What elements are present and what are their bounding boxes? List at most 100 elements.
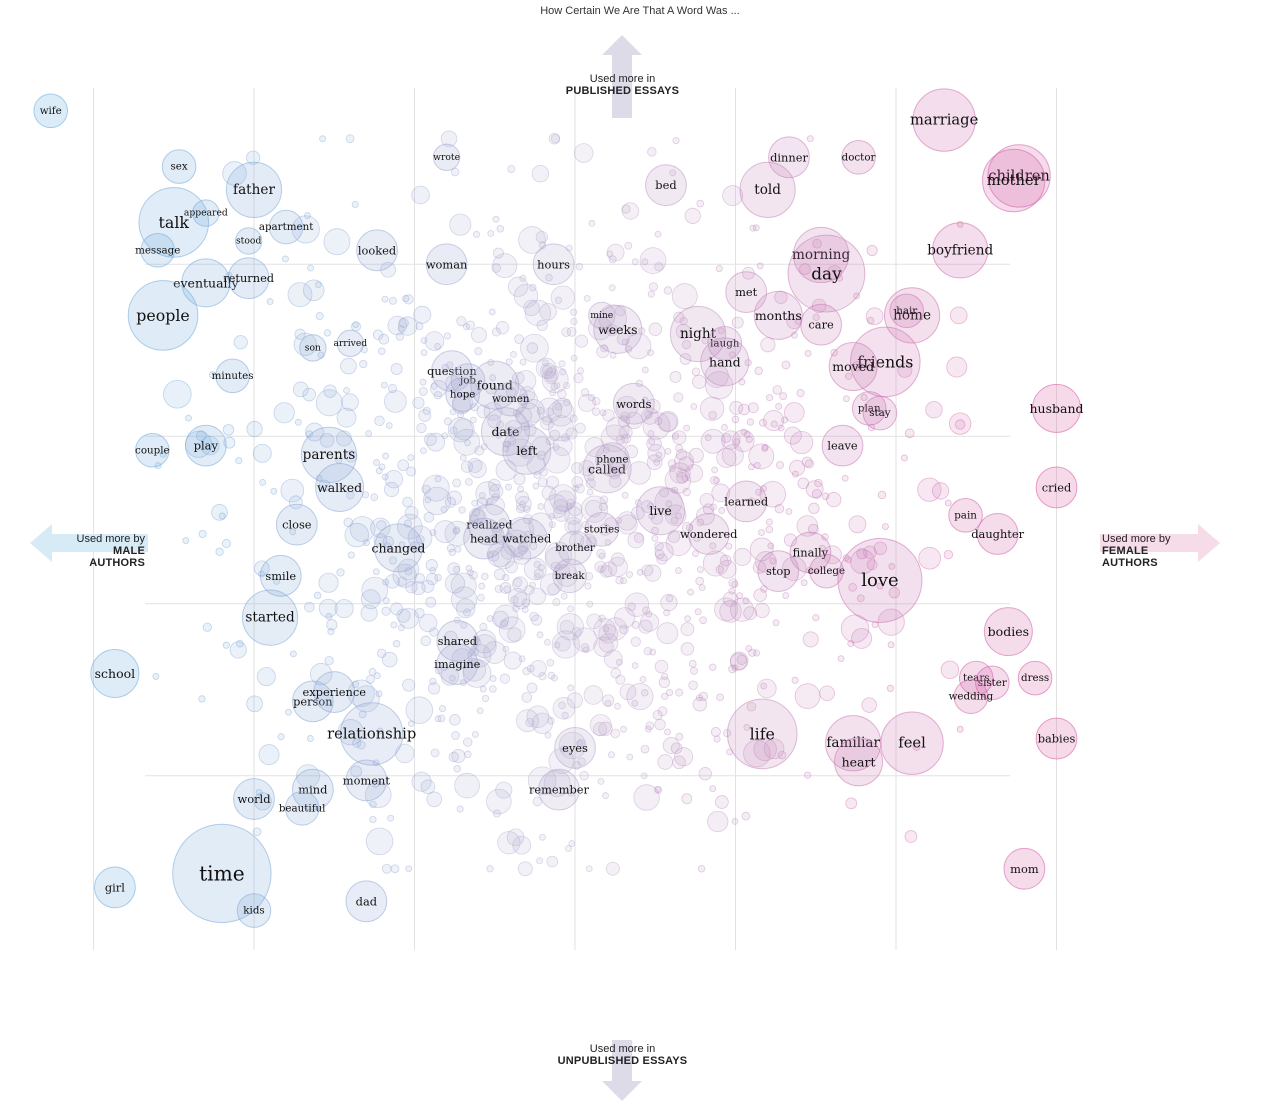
word-label: stop: [766, 564, 791, 578]
word-label: remember: [529, 783, 590, 797]
word-bubble: [451, 748, 466, 764]
word-bubble: [346, 490, 355, 500]
word-bubble: [760, 682, 768, 690]
word-bubble: [381, 651, 398, 668]
word-bubble: [698, 691, 708, 701]
word-bubble: [787, 234, 866, 313]
word-bubble: [650, 512, 663, 525]
word-bubble: [601, 561, 618, 578]
word-bubble: [709, 475, 719, 485]
word-bubble: [794, 683, 821, 710]
word-label: date: [492, 424, 520, 439]
word-bubble: [641, 366, 649, 374]
word-bubble: [414, 608, 425, 619]
word-bubble: [732, 429, 755, 453]
word-bubble: [791, 470, 799, 478]
word-bubble: [470, 326, 487, 344]
word-bubble: [521, 398, 545, 423]
word-bubble: [488, 483, 504, 499]
word-bubble: [731, 580, 739, 588]
word-bubble: [507, 165, 516, 173]
word-bubble: [626, 753, 634, 761]
word-bubble: [345, 450, 358, 463]
word-bubble: [412, 396, 425, 409]
word-bubble: [667, 459, 677, 469]
word-bubble: [549, 484, 577, 512]
word-bubble: [527, 766, 557, 796]
word-point: words: [612, 382, 655, 425]
word-bubble: [426, 791, 443, 808]
word-bubble: [520, 333, 549, 363]
word-bubble: [480, 407, 530, 457]
word-bubble: [644, 564, 662, 582]
word-bubble: [648, 438, 656, 446]
word-bubble: [728, 351, 736, 359]
word-bubble: [782, 592, 790, 599]
word-label: moved: [832, 359, 874, 374]
word-bubble: [626, 683, 654, 711]
word-bubble: [602, 409, 615, 422]
word-point: plan: [851, 391, 887, 426]
word-bubble: [476, 707, 484, 715]
word-bubble: [222, 641, 230, 649]
word-point: boyfriend: [927, 222, 993, 279]
word-bubble: [585, 478, 596, 489]
word-bubble: [487, 229, 495, 237]
word-point: months: [753, 290, 803, 340]
word-bubble: [313, 591, 322, 600]
word-bubble: [529, 611, 539, 622]
word-bubble: [441, 432, 449, 440]
word-bubble: [536, 406, 545, 415]
word-label: stories: [584, 523, 619, 535]
word-bubble: [812, 238, 822, 249]
word-bubble: [305, 430, 314, 438]
word-bubble: [625, 571, 633, 579]
word-bubble: [499, 582, 512, 595]
word-point: hand: [700, 337, 750, 387]
word-bubble: [430, 748, 440, 758]
word-bubble: [904, 830, 918, 843]
word-bubble: [483, 641, 507, 664]
word-point: arrived: [333, 329, 367, 357]
word-point: question: [427, 350, 477, 393]
word-label: night: [680, 326, 717, 342]
word-bubble: [507, 627, 522, 642]
word-bubble: [770, 420, 778, 428]
word-bubble: [505, 358, 513, 366]
word-bubble: [721, 433, 732, 444]
word-bubble: [432, 143, 461, 172]
word-bubble: [343, 517, 354, 528]
labeled-word-bubbles: wife sex father talk message apartment appeare…: [33, 88, 1084, 928]
word-bubble: [841, 474, 849, 482]
word-bubble: [711, 483, 731, 503]
word-bubble: [759, 485, 767, 492]
word-bubble: [715, 265, 723, 273]
word-bubble: [443, 630, 458, 645]
word-bubble: [512, 546, 532, 565]
word-bubble: [627, 602, 636, 611]
word-point: school: [90, 648, 140, 698]
word-bubble: [172, 823, 272, 924]
word-label: feel: [898, 735, 926, 752]
word-point: pain: [948, 498, 983, 533]
word-bubble: [529, 581, 537, 589]
word-point: heart: [834, 737, 884, 787]
word-bubble: [449, 213, 472, 236]
word-bubble: [284, 791, 320, 826]
word-bubble: [334, 599, 354, 619]
word-point: brother: [555, 530, 595, 566]
word-label: love: [861, 570, 898, 591]
word-bubble: [577, 757, 586, 766]
word-bubble: [687, 513, 730, 555]
word-bubble: [761, 445, 769, 452]
word-bubble: [669, 462, 691, 484]
word-bubble: [812, 614, 820, 622]
word-bubble: [596, 549, 606, 559]
word-bubble: [453, 765, 461, 773]
word-bubble: [140, 233, 175, 268]
word-bubble: [577, 367, 584, 375]
word-label: moment: [343, 773, 391, 787]
word-bubble: [345, 880, 388, 923]
word-bubble: [345, 134, 355, 144]
word-bubble: [548, 521, 556, 529]
